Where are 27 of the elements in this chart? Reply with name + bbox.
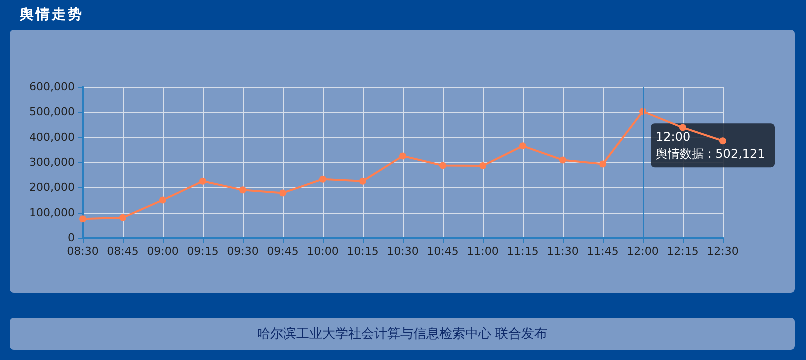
x-tick-label: 09:45: [267, 245, 299, 258]
x-tick-label: 10:15: [347, 245, 379, 258]
text: 哈尔滨工业大学社会计算与信息检索中心 联合发布: [257, 326, 548, 343]
x-tick-label: 10:30: [387, 245, 419, 258]
y-tick-label: 0: [68, 232, 75, 244]
y-tick-label: 600,000: [30, 80, 75, 94]
x-tick-label: 11:30: [547, 245, 579, 258]
x-tick-label: 09:00: [147, 245, 179, 258]
y-tick-label: 300,000: [30, 156, 75, 169]
x-tick-label: 12:00: [627, 245, 659, 258]
x-tick-label: 09:30: [227, 245, 259, 258]
y-tick-label: 400,000: [30, 130, 75, 144]
y-tick-label: 500,000: [30, 106, 75, 119]
x-tick-label: 11:45: [587, 245, 619, 258]
y-tick-label: 200,000: [30, 181, 75, 194]
annotation: 12:00 舆情数据 : 502,121: [656, 130, 766, 162]
x-tick-label: 11:00: [467, 245, 499, 258]
x-tick-label: 12:30: [707, 245, 739, 258]
x-tick-label: 08:45: [107, 245, 139, 258]
x-tick-label: 09:15: [187, 245, 219, 258]
chart-title: 舆情走势: [20, 6, 84, 24]
y-tick-label: 100,000: [30, 206, 75, 220]
x-tick-label: 08:30: [67, 245, 99, 258]
x-tick-label: 10:00: [307, 245, 339, 258]
x-tick-label: 11:15: [507, 245, 539, 258]
x-tick-label: 10:45: [427, 245, 459, 258]
x-tick-label: 12:15: [667, 245, 699, 258]
